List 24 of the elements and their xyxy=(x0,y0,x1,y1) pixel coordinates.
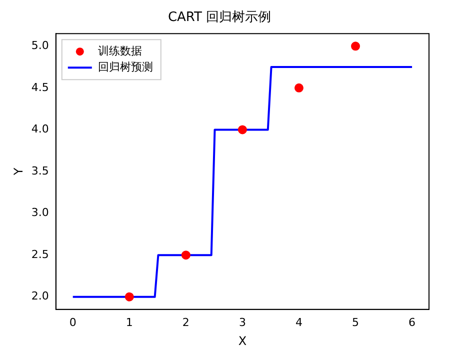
x-tick-label: 6 xyxy=(408,316,416,329)
point xyxy=(238,125,247,134)
x-tick-label: 1 xyxy=(126,316,133,329)
point xyxy=(351,42,360,51)
y-tick-label: 3.5 xyxy=(31,164,49,178)
x-tick-label: 0 xyxy=(69,316,76,329)
y-tick-label: 5.0 xyxy=(31,38,49,52)
point xyxy=(294,83,304,92)
x-axis-title: X xyxy=(238,334,247,348)
point xyxy=(181,250,190,260)
legend-label: 训练数据 xyxy=(98,44,142,58)
legend-label: 回归树预测 xyxy=(98,60,153,74)
x-tick-label: 2 xyxy=(182,316,190,329)
y-tick-label: 4.0 xyxy=(31,122,49,136)
x-tick-label: 3 xyxy=(238,316,246,329)
chart-title: CART 回归树示例 xyxy=(168,10,272,26)
y-tick-label: 2.5 xyxy=(31,248,49,261)
point xyxy=(124,292,134,302)
x-tick-label: 4 xyxy=(295,316,302,329)
y-tick-label: 3.0 xyxy=(31,206,49,220)
y-tick-label: 2.0 xyxy=(31,290,49,303)
x-tick-label: 5 xyxy=(352,316,360,329)
y-axis-title: Y xyxy=(11,167,26,176)
y-tick-label: 4.5 xyxy=(31,80,49,94)
